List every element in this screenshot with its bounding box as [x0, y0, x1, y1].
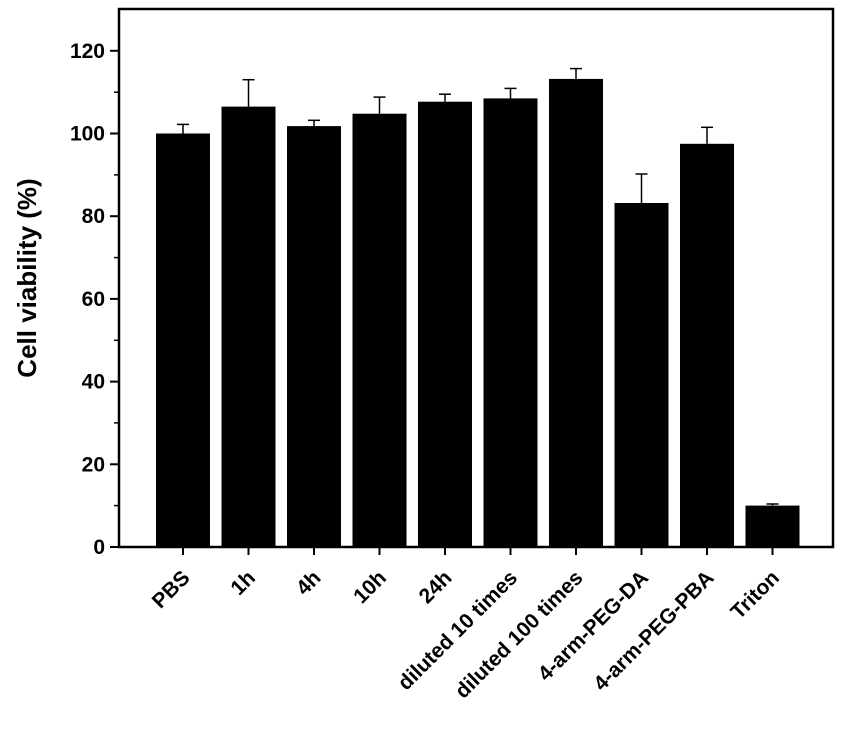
x-tick-label: diluted 10 times — [394, 566, 522, 694]
bar — [418, 101, 472, 547]
x-tick-label: PBS — [148, 566, 195, 613]
y-axis: 0 20 40 60 80 100 120 — [70, 40, 119, 559]
bars-layer — [156, 78, 800, 548]
y-tick-label: 0 — [93, 536, 105, 559]
y-tick-label: 40 — [82, 371, 105, 394]
bar — [680, 143, 734, 548]
y-tick-label: 60 — [82, 288, 105, 311]
bar — [483, 98, 538, 548]
bar — [549, 78, 603, 548]
y-tick-label: 20 — [82, 453, 105, 476]
bar — [156, 133, 210, 547]
y-axis-title: Cell viability (%) — [12, 178, 42, 377]
bar — [221, 106, 276, 547]
bar — [287, 126, 341, 547]
x-tick-label: 1h — [226, 566, 260, 600]
error-bars-layer — [177, 67, 779, 506]
bar — [352, 113, 407, 547]
x-tick-label: 24h — [415, 566, 457, 608]
x-tick-label: 4h — [292, 566, 326, 600]
x-tick-label: Triton — [727, 566, 785, 624]
x-tick-label: 4-arm-PEG-DA — [534, 566, 653, 685]
plot-frame — [117, 7, 835, 549]
x-tick-label: 4-arm-PEG-PBA — [589, 566, 718, 695]
y-tick-label: 80 — [82, 205, 105, 228]
y-tick-label: 100 — [70, 123, 105, 146]
bar — [745, 505, 800, 547]
y-tick-label: 120 — [70, 40, 105, 63]
x-tick-label: 10h — [349, 566, 391, 608]
bar — [614, 203, 669, 547]
